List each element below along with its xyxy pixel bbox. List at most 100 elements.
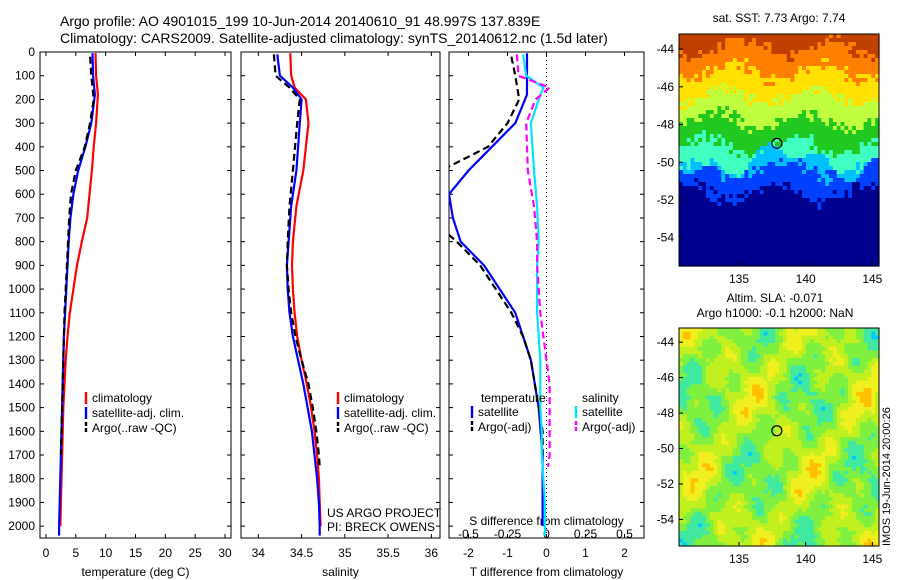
y-tick-label: -52 — [657, 193, 675, 207]
legend-title: salinity — [582, 391, 619, 405]
x-tick-label: 10 — [99, 546, 113, 560]
y-tick-label: -48 — [657, 118, 675, 132]
map-title: sat. SST: 7.73 Argo: 7.74 — [713, 11, 846, 25]
y-tick-label: -52 — [657, 477, 675, 491]
s-tick-label: 0.5 — [616, 527, 633, 541]
y-tick-label: 1200 — [8, 329, 35, 343]
sla-map-panel: -44 -46 -48 -50 -52 -54 135 140 145 Altim. SLA: -… — [657, 291, 883, 566]
x-tick-label: 1 — [582, 546, 589, 560]
y-tick-label: 500 — [15, 164, 35, 178]
legend-label: satellite-adj. clim. — [344, 406, 436, 420]
y-tick-label: 1700 — [8, 448, 35, 462]
figure-title-line1: Argo profile: AO 4901015_199 10-Jun-2014… — [60, 13, 540, 29]
climatology-line — [289, 53, 322, 527]
y-tick-label: 1400 — [8, 377, 35, 391]
climatology-line — [59, 53, 100, 527]
timestamp-watermark: IMOS 19-Jun-2014 20:00:26 — [881, 407, 893, 546]
x-tick-label: 25 — [189, 546, 203, 560]
difference-profile-panel: -2 -1 0 1 2 T difference from climatology -0.5… — [448, 51, 645, 579]
y-tick-label: 1500 — [8, 401, 35, 415]
y-tick-label: -44 — [657, 335, 675, 349]
x-tick-label: 35.5 — [376, 546, 400, 560]
y-tick-label: 2000 — [8, 519, 35, 533]
legend-title: temperature — [481, 391, 546, 405]
argo-location-marker — [771, 425, 783, 437]
y-tick-label: -54 — [657, 512, 675, 526]
y-tick-label: -50 — [657, 442, 675, 456]
t-argo-adj-line — [449, 56, 544, 455]
x-tick-label: 135 — [729, 272, 749, 286]
heatmap-cells — [679, 34, 880, 267]
x-tick-label: 34 — [252, 546, 266, 560]
x-tick-label: 15 — [129, 546, 143, 560]
s-argo-adj-line — [515, 54, 552, 468]
x-tick-label: 145 — [862, 552, 882, 566]
y-tick-label: 300 — [15, 116, 35, 130]
legend-label: Argo(-adj) — [478, 420, 531, 434]
argo-location-marker — [771, 137, 783, 149]
pi-annotation: PI: BRECK OWENS — [327, 520, 435, 534]
s-tick-label: 0.25 — [574, 527, 598, 541]
project-annotation: US ARGO PROJECT — [327, 506, 442, 520]
legend-label: Argo(-adj) — [582, 420, 635, 434]
s-axis-label: S difference from climatology — [469, 514, 624, 528]
temperature-profile-panel: 0100200300400500600700800900100011001200… — [8, 45, 232, 579]
plot-frame — [39, 51, 232, 539]
y-tick-label: 1100 — [9, 306, 35, 320]
y-tick-label: 1300 — [8, 353, 35, 367]
legend-label: satellite — [582, 405, 623, 419]
x-tick-label: 36 — [425, 546, 439, 560]
s-satellite-line — [522, 54, 547, 536]
legend-label: Argo(..raw -QC) — [92, 421, 177, 435]
map-frame — [678, 33, 880, 267]
y-tick-label: 1800 — [8, 472, 35, 486]
map-frame — [678, 327, 880, 547]
y-tick-label: 800 — [15, 235, 35, 249]
legend-label: Argo(..raw -QC) — [344, 421, 429, 435]
x-axis-label: salinity — [322, 565, 359, 579]
figure-title-line2: Climatology: CARS2009. Satellite-adjuste… — [60, 30, 608, 46]
y-tick-label: -46 — [657, 80, 675, 94]
y-tick-label: 700 — [15, 211, 35, 225]
x-tick-label: 2 — [621, 546, 628, 560]
x-tick-label: 30 — [218, 546, 232, 560]
y-tick-label: 1000 — [8, 282, 35, 296]
y-tick-label: 600 — [15, 187, 35, 201]
y-tick-label: -50 — [657, 155, 675, 169]
sst-map-panel: -44 -46 -48 -50 -52 -54 135 140 145 sat. SST: 7.7… — [657, 11, 883, 286]
x-tick-label: -2 — [463, 546, 474, 560]
y-tick-label: -46 — [657, 371, 675, 385]
x-tick-label: 35 — [338, 546, 352, 560]
x-tick-label: 0 — [543, 546, 550, 560]
s-tick-label: -0.25 — [494, 527, 522, 541]
x-tick-label: -1 — [502, 546, 513, 560]
s-tick-label: 0 — [543, 527, 550, 541]
x-tick-label: 135 — [729, 552, 749, 566]
plot-frame — [240, 51, 441, 539]
legend-label: climatology — [344, 391, 404, 405]
legend-label: satellite — [478, 405, 519, 419]
y-tick-label: 1900 — [8, 495, 35, 509]
s-tick-label: -0.5 — [458, 527, 479, 541]
x-tick-label: 140 — [796, 272, 816, 286]
argo-raw-qc-line — [59, 56, 95, 456]
x-tick-label: 140 — [796, 552, 816, 566]
y-tick-label: 0 — [28, 45, 35, 59]
salinity-profile-panel: 34 34.5 35 35.5 36 salinity climatologysatelli… — [240, 51, 441, 579]
y-tick-label: -48 — [657, 406, 675, 420]
y-tick-label: 1600 — [8, 424, 35, 438]
x-tick-label: 0 — [43, 546, 50, 560]
x-tick-label: 20 — [159, 546, 173, 560]
y-tick-label: 400 — [15, 140, 35, 154]
legend-label: satellite-adj. clim. — [92, 406, 184, 420]
x-axis-label: temperature (deg C) — [81, 565, 189, 579]
y-tick-label: -44 — [657, 42, 675, 56]
legend-label: climatology — [92, 391, 152, 405]
x-tick-label: 145 — [862, 272, 882, 286]
map-title: Argo h1000: -0.1 h2000: NaN — [697, 306, 854, 320]
y-tick-label: 200 — [15, 92, 35, 106]
x-tick-label: 34.5 — [290, 546, 314, 560]
satellite-adj-clim-line — [276, 54, 321, 536]
y-tick-label: 100 — [15, 69, 35, 83]
